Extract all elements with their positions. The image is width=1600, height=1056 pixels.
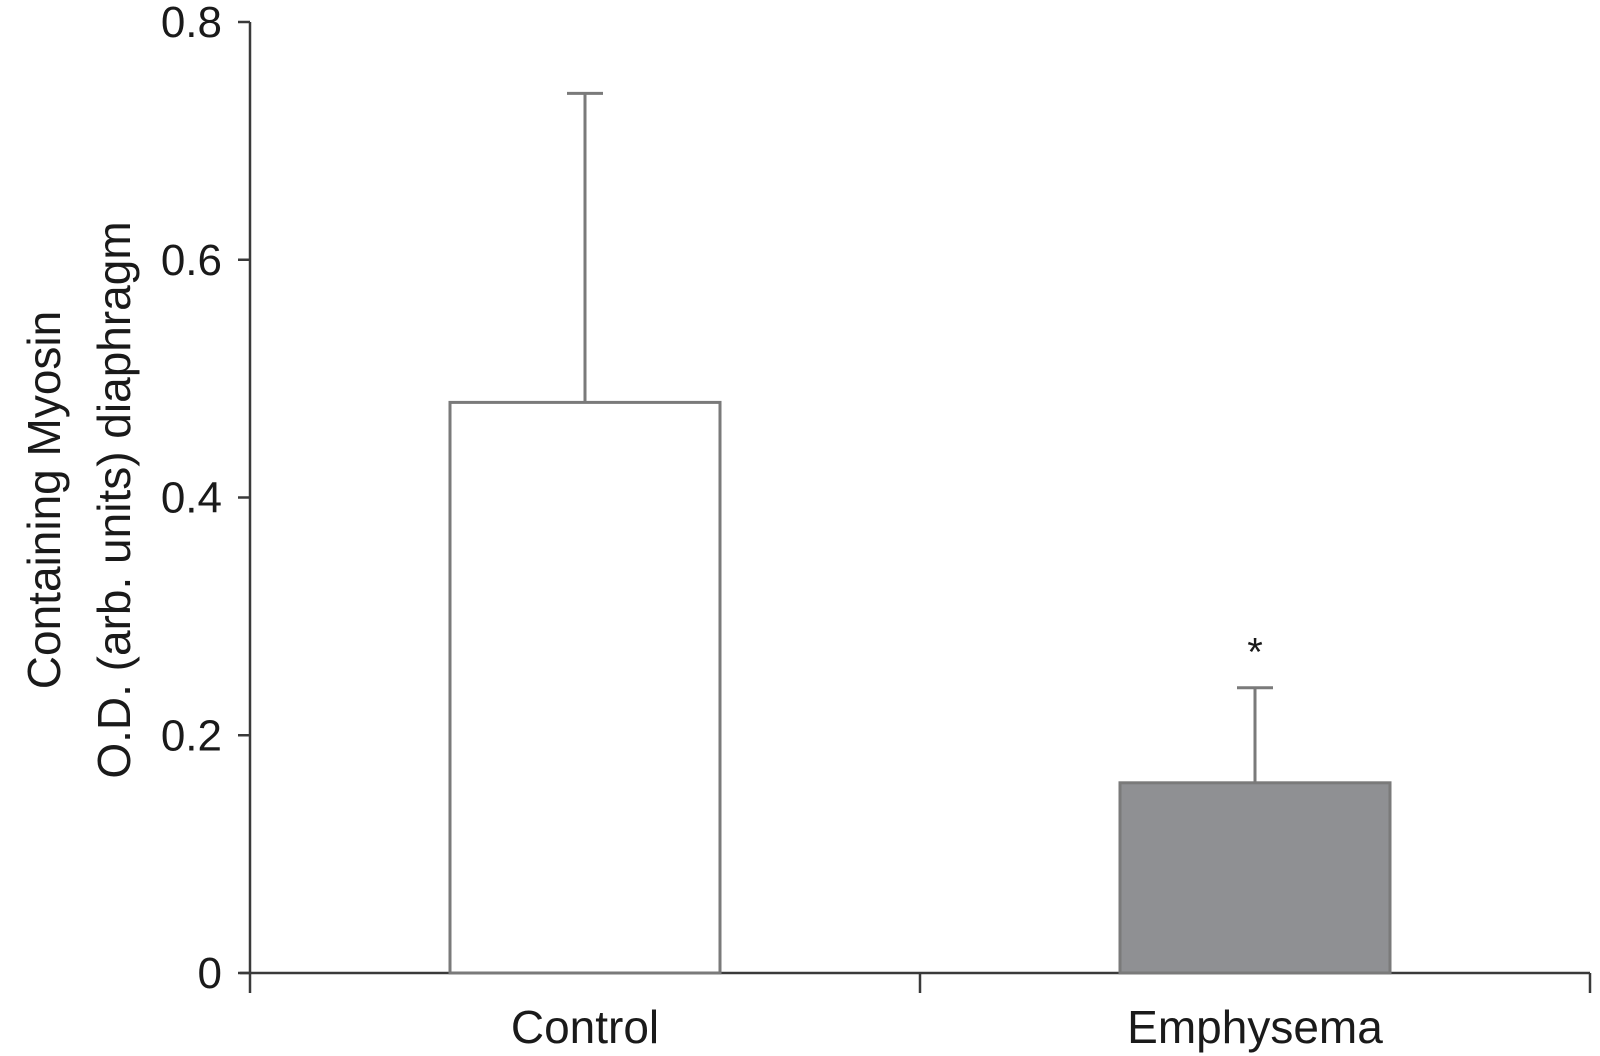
y-tick-label: 0.4 [161,474,222,523]
y-axis-title-line-2: O.D. (arb. units) diaphragm [88,221,140,778]
y-axis-title-line-1: Containing Myosin [18,311,70,689]
significance-marker: * [1247,631,1263,675]
y-tick-label: 0 [198,949,222,998]
bar-emphysema [1118,781,1392,975]
y-tick-label: 0.6 [161,236,222,285]
bar-control [448,400,722,975]
y-axis-title: Containing Myosin O.D. (arb. units) diap… [18,221,140,778]
x-tick-label: Emphysema [1127,1001,1383,1053]
plot-area: 0 0.2 0.4 0.6 0.8 Control Emphysema * [161,0,1592,1053]
y-tick-label: 0.2 [161,711,222,760]
x-tick-label: Control [511,1001,659,1053]
y-tick-label: 0.8 [161,0,222,47]
